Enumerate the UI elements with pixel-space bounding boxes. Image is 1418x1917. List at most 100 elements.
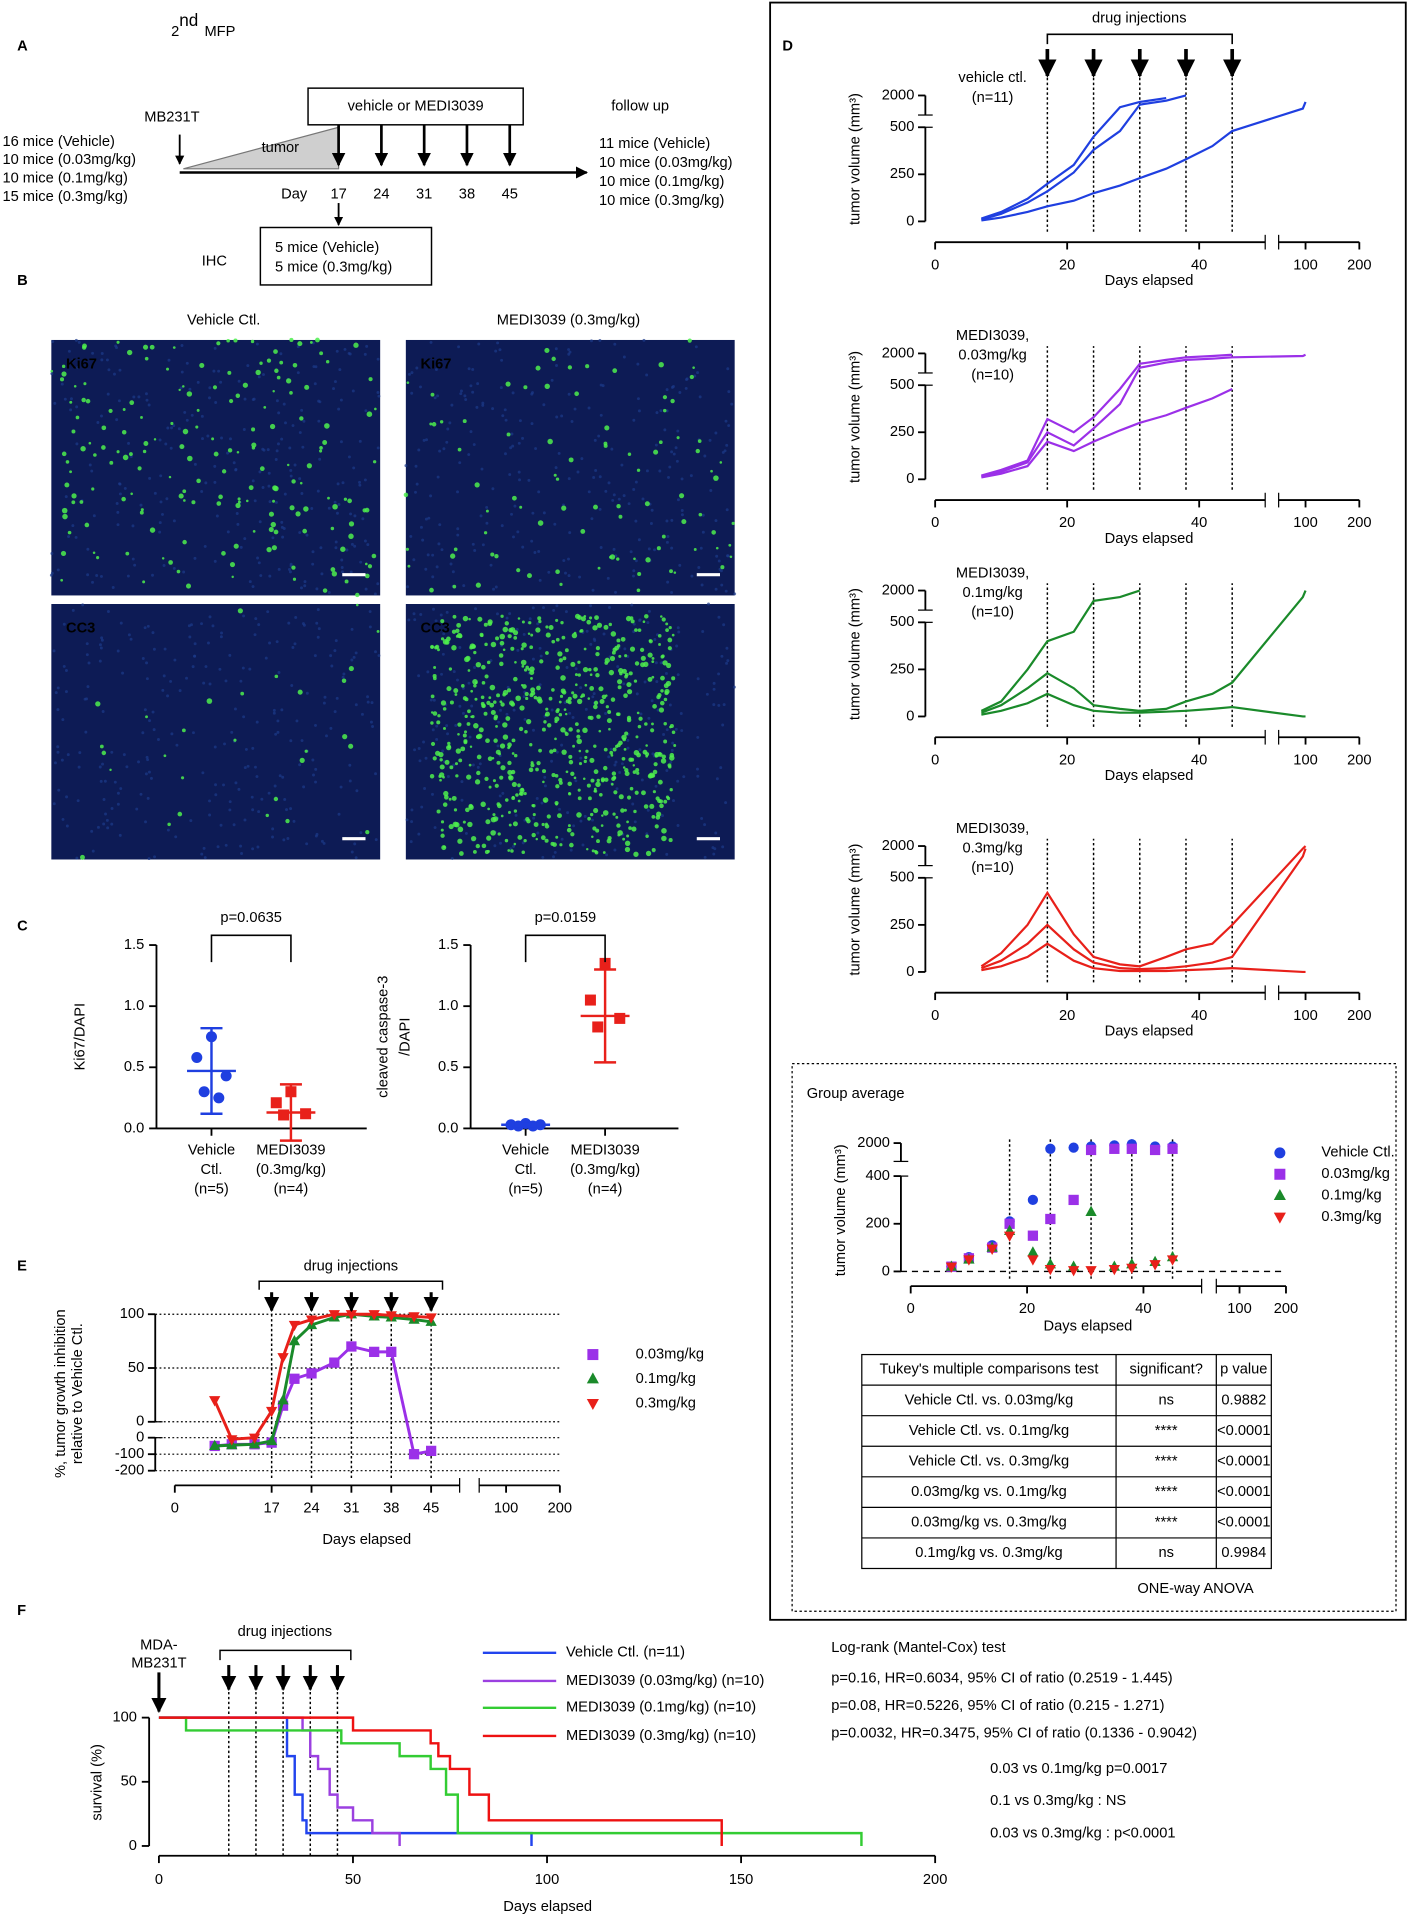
stained-cell: [547, 438, 553, 445]
stained-cell: [687, 338, 692, 343]
x-tick-label: 200: [1274, 1301, 1298, 1317]
y-tick-label: 0: [136, 1414, 144, 1430]
stained-cell: [520, 787, 524, 792]
nucleus: [239, 844, 243, 848]
group-label: MEDI3039,: [956, 328, 1029, 344]
stained-cell: [558, 700, 562, 704]
nucleus: [417, 674, 421, 678]
nucleus: [647, 547, 651, 551]
stained-cell: [540, 835, 546, 841]
stained-cell: [322, 440, 328, 445]
nucleus: [303, 580, 307, 584]
nucleus: [64, 690, 68, 694]
stained-cell: [624, 731, 629, 736]
stained-cell: [485, 509, 489, 513]
nucleus: [437, 542, 441, 546]
x-tick-label: 20: [1059, 257, 1075, 273]
nucleus: [69, 408, 73, 412]
nucleus: [503, 408, 507, 412]
category-label: Vehicle: [188, 1142, 235, 1158]
x-tick-label: 100: [1293, 1008, 1317, 1024]
stained-cell: [554, 716, 560, 722]
stained-cell: [644, 722, 648, 726]
ihc-group: 5 mice (Vehicle): [275, 240, 379, 256]
nucleus: [110, 750, 114, 754]
stained-cell: [166, 367, 170, 371]
nucleus: [213, 346, 217, 350]
stained-cell: [530, 676, 533, 680]
nucleus: [693, 374, 697, 378]
stained-cell: [595, 673, 600, 678]
stained-cell: [406, 381, 410, 384]
nucleus: [77, 765, 81, 769]
stained-cell: [450, 553, 456, 559]
nucleus: [191, 665, 195, 669]
nucleus: [343, 347, 347, 351]
marker: [1085, 1205, 1097, 1216]
stained-cell: [453, 547, 458, 552]
nucleus: [340, 570, 344, 574]
chart-title: Group average: [807, 1086, 905, 1102]
y-axis-label: tumor volume (mm³): [833, 1144, 849, 1276]
stained-cell: [67, 530, 72, 535]
nucleus: [412, 612, 416, 616]
nucleus: [538, 646, 542, 650]
stained-cell: [579, 628, 584, 633]
stained-cell: [536, 761, 541, 766]
x-axis-label: Days elapsed: [503, 1899, 592, 1915]
title-suffix: nd: [179, 10, 198, 29]
y-tick-label: 0: [129, 1838, 137, 1854]
stained-cell: [372, 460, 377, 464]
stained-cell: [649, 803, 655, 809]
nucleus: [219, 823, 223, 827]
nucleus: [143, 626, 147, 630]
nucleus: [422, 740, 426, 744]
stained-cell: [161, 557, 165, 560]
nucleus: [564, 610, 568, 614]
nucleus: [232, 461, 236, 465]
stained-cell: [681, 519, 687, 525]
nucleus: [410, 820, 414, 824]
category-label: (0.3mg/kg): [256, 1162, 326, 1178]
nucleus: [242, 428, 246, 431]
nucleus: [637, 409, 641, 413]
stained-cell: [731, 521, 735, 526]
stained-cell: [452, 584, 457, 589]
group-end: 10 mice (0.3mg/kg): [599, 193, 724, 209]
nucleus: [314, 723, 317, 727]
nucleus: [101, 762, 105, 766]
stained-cell: [668, 626, 672, 630]
nucleus: [111, 585, 115, 589]
injection-bracket: [219, 1649, 352, 1661]
stained-cell: [227, 448, 233, 453]
nucleus: [298, 531, 302, 535]
stained-cell: [628, 826, 632, 830]
stained-cell: [634, 661, 640, 666]
nucleus: [460, 798, 464, 802]
stained-cell: [510, 646, 515, 651]
stained-cell: [185, 583, 192, 589]
nucleus: [353, 842, 357, 846]
stained-cell: [658, 707, 665, 713]
nucleus: [726, 554, 729, 558]
nucleus: [722, 703, 726, 707]
stained-cell: [195, 425, 199, 429]
nucleus: [640, 778, 644, 782]
stained-cell: [521, 664, 525, 668]
nucleus: [622, 494, 626, 498]
nucleus: [315, 621, 319, 625]
nucleus: [405, 818, 409, 822]
stained-cell: [526, 573, 532, 579]
nucleus: [374, 838, 378, 842]
stained-cell: [476, 735, 480, 739]
nucleus: [291, 424, 295, 428]
stained-cell: [605, 705, 609, 709]
nucleus: [264, 656, 268, 660]
stained-cell: [587, 697, 591, 700]
stained-cell: [319, 351, 324, 356]
stained-cell: [583, 759, 587, 764]
stained-cell: [101, 445, 106, 450]
nucleus: [132, 395, 136, 399]
nucleus: [590, 339, 593, 343]
marker: [1067, 1266, 1080, 1277]
